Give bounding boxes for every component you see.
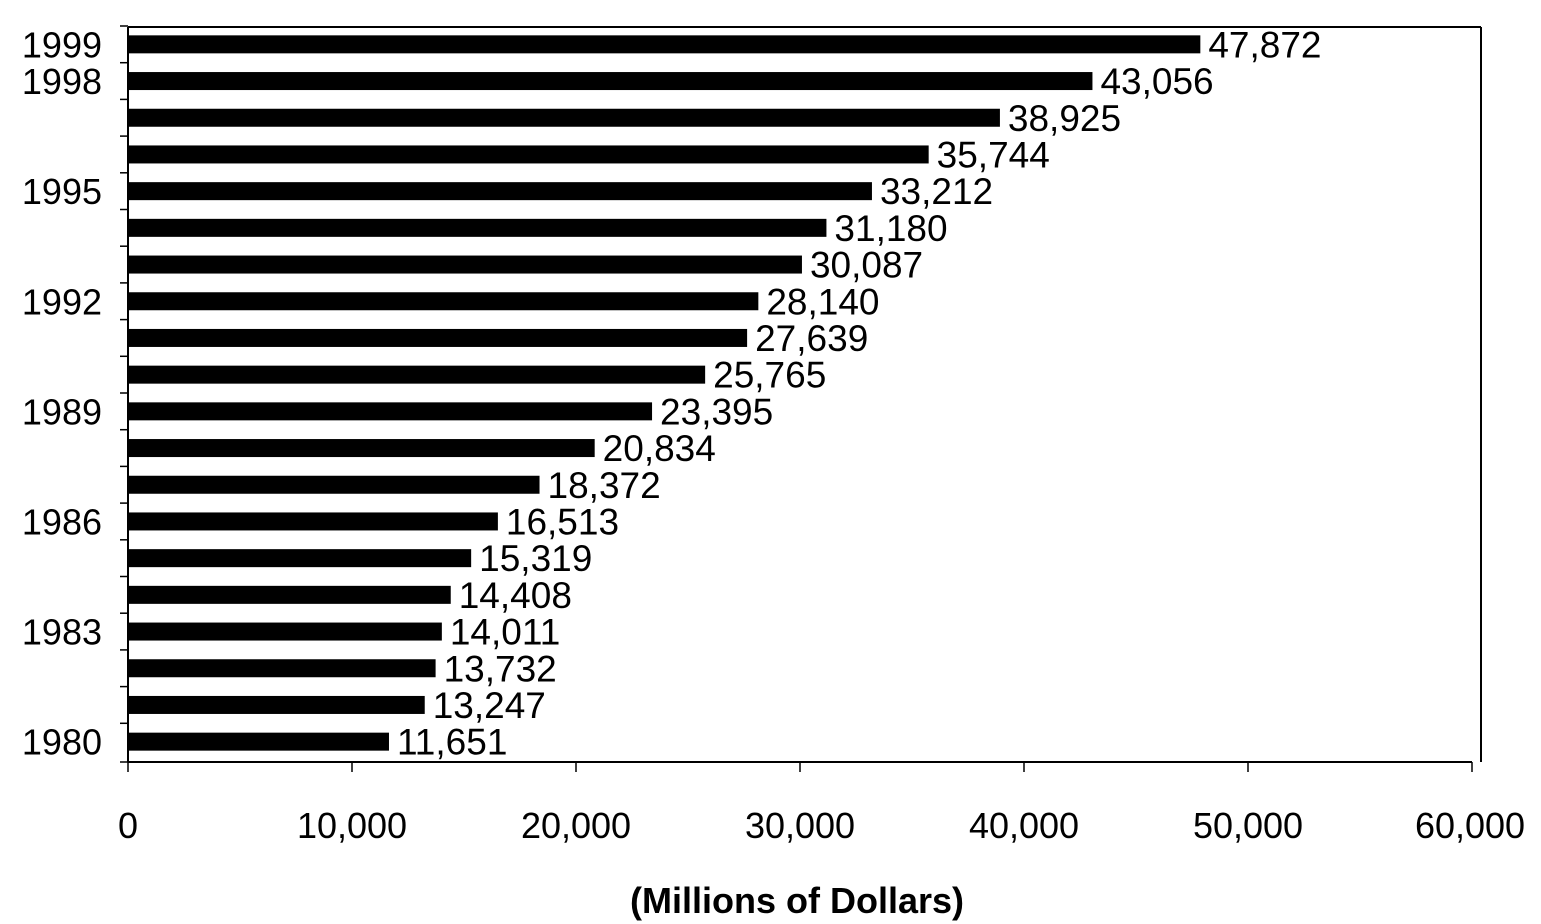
bar-1997: [129, 108, 1000, 127]
data-label-1988: 20,834: [603, 428, 716, 469]
y-tick-label-1980: 1980: [22, 722, 102, 763]
y-tick-label-1992: 1992: [22, 281, 102, 322]
bar-1996: [129, 145, 929, 164]
data-label-1989: 23,395: [660, 391, 773, 432]
bar-1989: [129, 402, 653, 421]
y-tick-label-1983: 1983: [22, 612, 102, 653]
data-label-1995: 33,212: [880, 171, 993, 212]
y-tick-label-1995: 1995: [22, 171, 102, 212]
data-label-1996: 35,744: [937, 134, 1050, 175]
data-label-1998: 43,056: [1100, 61, 1213, 102]
y-tick-label-1989: 1989: [22, 391, 102, 432]
x-tick-label-30000: 30,000: [745, 805, 855, 846]
data-label-1986: 16,513: [506, 501, 619, 542]
bar-1987: [129, 475, 540, 494]
x-tick-label-60000: 60,000: [1415, 805, 1525, 846]
bar-1980: [129, 732, 389, 751]
y-tick-label-1998: 1998: [22, 61, 102, 102]
bar-1984: [129, 585, 451, 604]
bar-1991: [129, 328, 748, 347]
data-label-1987: 18,372: [548, 465, 661, 506]
bar-1988: [129, 439, 595, 458]
y-tick-label-1999: 1999: [22, 24, 102, 65]
data-label-1992: 28,140: [766, 281, 879, 322]
x-tick-label-20000: 20,000: [521, 805, 631, 846]
y-tick-label-1986: 1986: [22, 501, 102, 542]
data-label-1990: 25,765: [713, 355, 826, 396]
bar-1994: [129, 218, 827, 237]
bar-1990: [129, 365, 706, 384]
data-label-1997: 38,925: [1008, 98, 1121, 139]
x-tick-label-50000: 50,000: [1193, 805, 1303, 846]
bars-layer: [129, 35, 1201, 751]
bar-1993: [129, 255, 802, 274]
x-axis-title: (Millions of Dollars): [630, 880, 964, 921]
data-label-1982: 13,732: [444, 648, 557, 689]
data-label-1983: 14,011: [450, 612, 560, 653]
data-label-1980: 11,651: [397, 722, 507, 763]
data-label-1991: 27,639: [755, 318, 868, 359]
data-label-1981: 13,247: [433, 685, 546, 726]
bar-1998: [129, 72, 1093, 91]
bar-1999: [129, 35, 1201, 54]
x-axis: 0 10,000 20,000 30,000 40,000 50,000 60,000: [118, 762, 1525, 846]
bar-1981: [129, 695, 425, 714]
data-label-1993: 30,087: [810, 245, 923, 286]
data-label-1985: 15,319: [479, 538, 592, 579]
bar-1992: [129, 292, 759, 311]
bar-1985: [129, 549, 472, 568]
bar-1986: [129, 512, 498, 531]
data-label-1984: 14,408: [459, 575, 572, 616]
data-label-1994: 31,180: [834, 208, 947, 249]
bar-1983: [129, 622, 442, 641]
data-label-1999: 47,872: [1208, 24, 1321, 65]
x-tick-label-10000: 10,000: [297, 805, 407, 846]
x-tick-label-40000: 40,000: [969, 805, 1079, 846]
x-tick-label-0: 0: [118, 805, 138, 846]
bar-1995: [129, 182, 872, 201]
bar-1982: [129, 659, 436, 678]
data-labels-layer: 11,65113,24713,73214,01114,40815,31916,5…: [397, 24, 1322, 762]
